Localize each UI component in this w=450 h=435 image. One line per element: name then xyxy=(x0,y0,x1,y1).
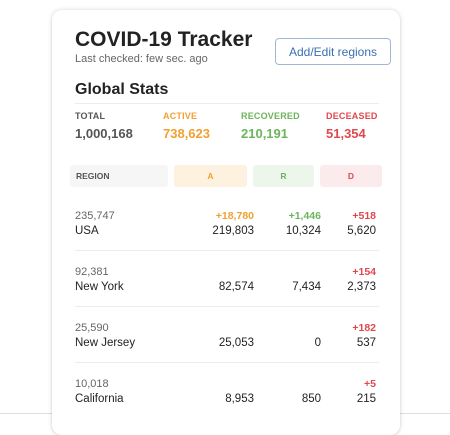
region-name: USA xyxy=(75,225,99,237)
tracker-card: COVID-19 Tracker Last checked: few sec. … xyxy=(52,10,400,435)
page-title: COVID-19 Tracker xyxy=(75,28,253,51)
stat-total: TOTAL 1,000,168 xyxy=(75,111,133,141)
active-count: 25,053 xyxy=(218,337,254,349)
region-name: New York xyxy=(75,281,124,293)
deceased-delta: +5 xyxy=(364,378,376,390)
deceased-delta: +182 xyxy=(352,322,376,334)
stat-recovered-value: 210,191 xyxy=(241,126,288,141)
table-row[interactable]: 10,018 California 8,953 850 +5 215 xyxy=(75,362,379,418)
global-stats-title: Global Stats xyxy=(75,81,169,98)
table-row[interactable]: 235,747 USA +18,780 219,803 +1,446 10,324 +518… xyxy=(75,194,379,250)
recovered-count: 850 xyxy=(301,393,321,405)
stat-active-label: ACTIVE xyxy=(163,111,198,121)
table-row[interactable]: 25,590 New Jersey 25,053 0 +182 537 xyxy=(75,306,379,362)
stat-total-label: TOTAL xyxy=(75,111,106,121)
global-stats-divider xyxy=(75,103,379,104)
column-header-deceased[interactable]: D xyxy=(320,165,382,187)
deceased-count: 215 xyxy=(356,393,376,405)
stat-recovered: RECOVERED 210,191 xyxy=(241,111,300,141)
deceased-count: 537 xyxy=(356,337,376,349)
region-total-count: 10,018 xyxy=(75,378,109,390)
stat-total-value: 1,000,168 xyxy=(75,126,133,141)
active-count: 219,803 xyxy=(212,225,254,237)
stat-recovered-label: RECOVERED xyxy=(241,111,300,121)
recovered-delta: +1,446 xyxy=(288,210,321,222)
region-total-count: 235,747 xyxy=(75,210,115,222)
row-divider xyxy=(75,250,379,251)
stat-deceased-value: 51,354 xyxy=(326,126,366,141)
row-divider xyxy=(75,306,379,307)
deceased-delta: +154 xyxy=(352,266,376,278)
active-count: 8,953 xyxy=(225,393,254,405)
deceased-count: 2,373 xyxy=(347,281,376,293)
region-name: New Jersey xyxy=(75,337,136,349)
deceased-delta: +518 xyxy=(352,210,376,222)
deceased-count: 5,620 xyxy=(347,225,376,237)
recovered-count: 7,434 xyxy=(292,281,321,293)
stat-deceased: DECEASED 51,354 xyxy=(326,111,378,141)
stat-active-value: 738,623 xyxy=(163,126,210,141)
column-header-recovered[interactable]: R xyxy=(253,165,314,187)
column-header-active[interactable]: A xyxy=(174,165,247,187)
active-delta: +18,780 xyxy=(215,210,254,222)
stat-active: ACTIVE 738,623 xyxy=(163,111,210,141)
row-divider xyxy=(75,362,379,363)
stat-deceased-label: DECEASED xyxy=(326,111,378,121)
table-row[interactable]: 92,381 New York 82,574 7,434 +154 2,373 xyxy=(75,250,379,306)
recovered-count: 0 xyxy=(314,337,321,349)
last-checked-text: Last checked: few sec. ago xyxy=(75,53,208,65)
region-name: California xyxy=(75,393,124,405)
region-total-count: 92,381 xyxy=(75,266,109,278)
active-count: 82,574 xyxy=(218,281,254,293)
add-edit-regions-button[interactable]: Add/Edit regions xyxy=(275,38,391,65)
column-header-region[interactable]: REGION xyxy=(70,165,168,187)
recovered-count: 10,324 xyxy=(285,225,321,237)
region-total-count: 25,590 xyxy=(75,322,109,334)
